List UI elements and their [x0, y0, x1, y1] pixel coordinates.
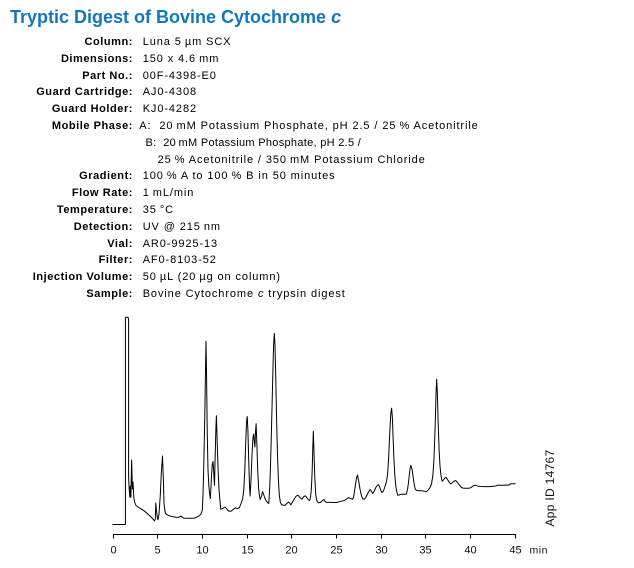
svg-text:30: 30: [375, 545, 387, 557]
svg-text:40: 40: [464, 545, 476, 557]
svg-text:20: 20: [285, 545, 297, 557]
svg-text:5: 5: [154, 545, 160, 557]
svg-text:25: 25: [330, 545, 342, 557]
svg-text:45: 45: [509, 545, 521, 557]
svg-text:15: 15: [241, 545, 253, 557]
svg-text:App ID 14767: App ID 14767: [543, 449, 557, 526]
svg-text:10: 10: [196, 545, 208, 557]
svg-text:0: 0: [110, 545, 116, 557]
svg-text:min: min: [530, 545, 548, 557]
svg-text:35: 35: [419, 545, 431, 557]
